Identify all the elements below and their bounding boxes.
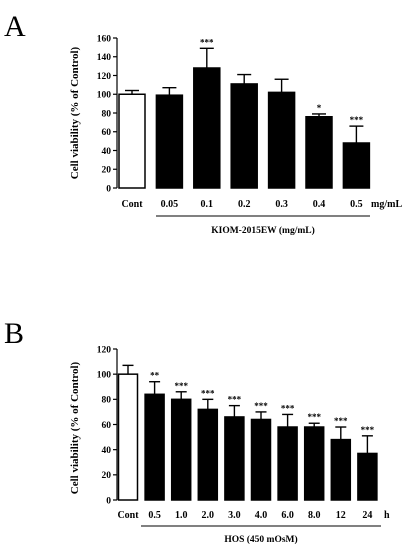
- a-y-tick-label-3: 60: [102, 128, 112, 138]
- b-bar-6: [277, 426, 298, 501]
- a-y-tick-label-0: 0: [106, 184, 111, 194]
- b-category-label-4: 3.0: [228, 510, 241, 521]
- b-y-tick-label-6: 120: [97, 345, 112, 355]
- b-bar-3: [197, 408, 219, 501]
- b-significance-8: ***: [334, 416, 348, 426]
- b-significance-9: ***: [361, 425, 375, 435]
- a-y-tick-label-1: 20: [102, 166, 112, 176]
- a-bar-4: [267, 91, 296, 189]
- b-category-label-7: 8.0: [308, 510, 321, 521]
- panel-a-label: A: [4, 10, 26, 43]
- b-y-tick-label-4: 80: [102, 396, 112, 406]
- b-y-tick-label-5: 100: [97, 370, 112, 380]
- b-bar-5: [250, 418, 272, 501]
- a-bar-5: [305, 116, 333, 189]
- a-category-label-5: 0.4: [313, 199, 326, 210]
- panel-b-y-axis-title: Cell viability (% of Control): [69, 361, 81, 494]
- b-category-label-9: 24: [362, 510, 372, 521]
- a-bar-1: [155, 94, 184, 189]
- panel-b-unit-label: h: [384, 510, 390, 521]
- b-bar-8: [330, 438, 352, 501]
- a-y-tick-label-7: 140: [97, 53, 112, 63]
- b-bar-4: [224, 416, 245, 501]
- a-category-label-1: 0.05: [161, 199, 179, 210]
- a-y-tick-label-2: 40: [102, 147, 112, 157]
- b-bar-2: [170, 398, 192, 501]
- panel-a-y-axis-title: Cell viability (% of Control): [69, 46, 81, 179]
- b-significance-7: ***: [307, 412, 321, 422]
- b-bar-1: [144, 393, 165, 501]
- panel-a-categories: Cont 0.05 0.1 0.2 0.3 0.4 0.5: [121, 199, 362, 210]
- b-bar-0: [117, 373, 139, 501]
- panel-a-bars: *******: [118, 37, 371, 189]
- b-y-tick-label-2: 40: [102, 446, 112, 456]
- panel-b-y-axis: 0 20 40 60 80 100 120: [97, 345, 118, 506]
- panel-b-categories: Cont 0.5 1.0 2.0 3.0 4.0 6.0 8.0 12 24: [117, 510, 372, 521]
- panel-a-unit-label: mg/mL: [371, 199, 402, 210]
- b-category-label-8: 12: [336, 510, 346, 521]
- b-y-tick-label-3: 60: [102, 421, 112, 431]
- a-bar-6: [342, 142, 371, 189]
- a-y-tick-label-4: 80: [102, 109, 112, 119]
- panel-b-bars: ************** ****** ******: [117, 364, 378, 501]
- a-bar-2: [193, 67, 221, 189]
- b-bar-9: [357, 452, 378, 501]
- a-category-label-6: 0.5: [350, 199, 363, 210]
- a-category-label-3: 0.2: [238, 199, 251, 210]
- a-significance-2: ***: [200, 37, 214, 47]
- b-significance-2: ***: [174, 381, 188, 391]
- a-y-tick-label-5: 100: [97, 91, 112, 101]
- a-y-tick-label-8: 160: [97, 34, 112, 44]
- a-bar-0: [118, 93, 146, 189]
- panel-b-label: B: [4, 317, 24, 350]
- b-bar-7: [303, 426, 325, 501]
- b-category-label-3: 2.0: [202, 510, 215, 521]
- b-significance-6: ***: [281, 403, 295, 413]
- b-y-tick-label-1: 20: [102, 471, 112, 481]
- b-category-label-5: 4.0: [255, 510, 268, 521]
- a-significance-5: *: [317, 103, 322, 113]
- panel-a-group-label: KIOM-2015EW (mg/mL): [211, 225, 315, 236]
- panel-b-group-label: HOS (450 mOsM): [224, 534, 297, 545]
- a-category-label-4: 0.3: [275, 199, 288, 210]
- b-significance-1: **: [150, 371, 160, 381]
- panel-b: B Cell viability (% of Control) 0 20 40 60 8…: [4, 317, 390, 545]
- b-y-tick-label-0: 0: [106, 496, 111, 506]
- b-category-label-0: Cont: [117, 510, 139, 521]
- b-significance-3: ***: [201, 388, 215, 398]
- panel-a-y-axis: 0 20 40 60 80 100 120 140 160: [97, 34, 118, 194]
- b-category-label-6: 6.0: [281, 510, 294, 521]
- b-category-label-2: 1.0: [175, 510, 188, 521]
- b-significance-5: ***: [254, 401, 268, 411]
- a-category-label-0: Cont: [121, 199, 143, 210]
- a-bar-3: [230, 83, 258, 189]
- panel-a: A Cell viability (% of Control) 0 20 40 60 8…: [4, 10, 402, 236]
- a-y-tick-label-6: 120: [97, 72, 112, 82]
- b-category-label-1: 0.5: [148, 510, 161, 521]
- b-significance-4: ***: [228, 395, 242, 405]
- a-significance-6: ***: [350, 115, 364, 125]
- a-category-label-2: 0.1: [201, 199, 214, 210]
